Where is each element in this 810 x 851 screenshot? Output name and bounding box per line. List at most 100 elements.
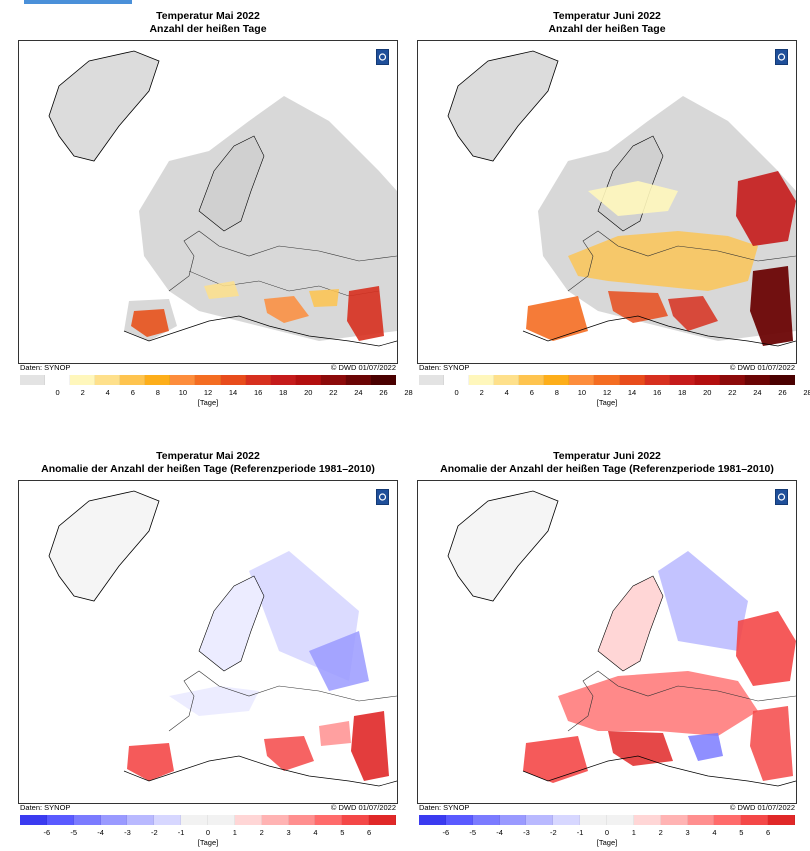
legend-swatch [580,815,608,825]
legend-swatch [181,815,209,825]
title-line-2: Anomalie der Anzahl der heißen Tage (Ref… [440,463,774,475]
legend-swatch [569,375,595,385]
border-lines [567,230,796,292]
hotspot-iberia [526,296,588,341]
anomaly-pos-iberia [523,736,588,783]
legend-tick-label: -1 [576,828,584,837]
legend-swatch [170,375,196,385]
legend-tick-label: 12 [203,388,213,397]
map-footer: Daten: SYNOP © DWD 01/07/2022 [417,803,797,813]
legend-ticks: -6 -5 -4 -3 -2 -1 0 1 2 3 4 5 6 [20,828,396,838]
data-source: Daten: SYNOP [20,803,71,812]
legend-tick-label: 3 [286,828,291,837]
data-source: Daten: SYNOP [419,363,470,372]
legend-swatch [660,815,688,825]
map-europe [417,480,797,804]
legend-unit: [Tage] [596,398,618,407]
map-europe [417,40,797,364]
legend-swatch [261,815,289,825]
legend-tick-label: 22 [728,388,737,397]
legend-swatch [245,375,271,385]
legend-tick-label: 6 [367,828,372,837]
legend-tick-label: 2 [479,388,484,397]
legend-swatch [519,375,545,385]
legend-unit: [Tage] [197,398,219,407]
legend-swatch [607,815,634,825]
legend-swatch [100,815,128,825]
legend-swatch [127,815,155,825]
legend-swatch [145,375,171,385]
dwd-logo-icon [775,49,788,65]
legend-swatch [20,375,46,385]
hotspot-russia [736,171,796,246]
legend-swatch [288,815,316,825]
legend-tick-label: -4 [97,828,104,837]
legend-swatch [499,815,527,825]
legend-tick-label: -5 [70,828,78,837]
legend-swatch [234,815,262,825]
legend-swatch [270,375,296,385]
legend-tick-label: 1 [631,828,636,837]
legend-swatch [20,815,47,825]
anomaly-neg-russia [309,631,369,691]
copyright: © DWD 01/07/2022 [729,363,795,372]
anomaly-pos-turkey [319,721,351,746]
legend-tick-label: 18 [279,388,288,397]
legend-unit: [Tage] [596,838,618,847]
map-europe [18,480,398,804]
legend-tick-label: 5 [739,828,744,837]
legend-tick-label: 4 [313,828,318,837]
legend-colorbar [419,815,796,825]
legend-swatch [669,375,695,385]
legend-swatch [469,375,495,385]
legend-tick-label: 14 [228,388,238,397]
legend-tick-label: 5 [340,828,345,837]
legend-tick-label: -5 [469,828,477,837]
panel-title: Temperatur Juni 2022 Anomalie der Anzahl… [417,450,797,476]
hotspot-turkey [309,289,339,307]
hotspot-greece [668,296,718,331]
legend-swatch [120,375,146,385]
hotspot-levant [750,266,793,346]
legend-swatch [619,375,645,385]
dwd-logo-icon [376,49,389,65]
legend-colorbar [419,375,795,385]
legend-swatch [741,815,769,825]
hotspot-greece [264,296,309,323]
title-line-2: Anzahl der heißen Tage [548,23,666,35]
copyright: © DWD 01/07/2022 [729,803,795,812]
med-coastline [522,755,796,787]
anomaly-pos-greece [264,736,314,771]
legend-tick-label: -2 [150,828,158,837]
legend-swatch [719,375,745,385]
legend-tick-label: 14 [627,388,637,397]
title-line-1: Temperatur Mai 2022 [156,450,260,462]
legend-tick-label: 8 [554,388,559,397]
legend-swatch [370,375,396,385]
med-coastline [123,315,397,347]
legend-tick-label: 3 [685,828,690,837]
legend-swatch [315,815,343,825]
legend-swatch [526,815,554,825]
legend-tick-label: 26 [778,388,787,397]
hotspot-levant [347,286,384,341]
border-lines [567,670,796,732]
anomaly-neg-north-russia [658,551,748,651]
title-line-2: Anzahl der heißen Tage [149,23,267,35]
legend-tick-label: 0 [454,388,459,397]
border-lines [168,230,397,292]
copyright: © DWD 01/07/2022 [330,363,396,372]
legend-tick-label: -6 [442,828,450,837]
legend-tick-label: 4 [712,828,717,837]
legend-swatch [687,815,715,825]
legend-swatch [472,815,500,825]
legend-swatch [320,375,346,385]
legend-swatch [544,375,570,385]
legend-swatch [295,375,321,385]
legend-tick-label: 26 [379,388,388,397]
legend-tick-label: 28 [803,388,810,397]
dwd-logo-icon [775,489,788,505]
legend-unit: [Tage] [197,838,219,847]
map-footer: Daten: SYNOP © DWD 01/07/2022 [18,363,398,373]
legend-swatch [45,375,71,385]
